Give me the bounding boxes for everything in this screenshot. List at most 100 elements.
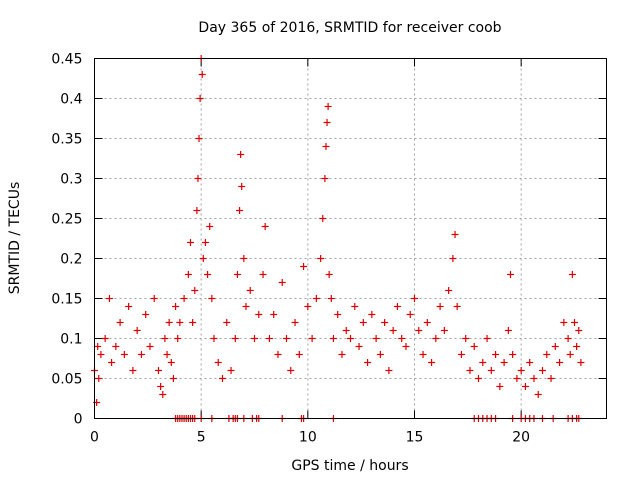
- data-point: [568, 271, 576, 278]
- data-point: [342, 327, 350, 334]
- data-point: [137, 351, 145, 358]
- y-tick-label: 0: [74, 412, 83, 428]
- data-point: [223, 319, 231, 326]
- data-point: [351, 303, 359, 310]
- data-point: [283, 335, 290, 342]
- data-point: [324, 103, 332, 110]
- data-point: [440, 327, 448, 334]
- data-point: [573, 343, 581, 350]
- y-tick-label: 0.15: [51, 292, 82, 308]
- data-point: [237, 151, 245, 158]
- data-point: [142, 311, 150, 318]
- data-point: [129, 367, 137, 374]
- data-point: [415, 327, 423, 334]
- data-point: [560, 319, 568, 326]
- data-point: [334, 311, 342, 318]
- data-point: [317, 255, 325, 262]
- x-axis: 0 5 10 15 20: [90, 58, 530, 446]
- data-point: [577, 359, 585, 366]
- y-tick-label: 0.2: [60, 252, 82, 268]
- data-point: [470, 343, 478, 350]
- data-point: [238, 183, 246, 190]
- data-point: [513, 375, 521, 382]
- y-tick-label: 0.45: [51, 52, 82, 68]
- data-point: [428, 359, 436, 366]
- data-point: [278, 279, 286, 286]
- data-point: [242, 303, 250, 310]
- data-point: [500, 359, 508, 366]
- data-point: [364, 359, 372, 366]
- data-point: [231, 335, 239, 342]
- data-point: [453, 303, 461, 310]
- data-point: [322, 143, 330, 150]
- data-point: [208, 295, 216, 302]
- data-point: [372, 335, 380, 342]
- data-point: [436, 303, 444, 310]
- data-point: [196, 95, 204, 102]
- data-point: [255, 311, 263, 318]
- data-point: [359, 319, 367, 326]
- data-point: [483, 335, 491, 342]
- data-point: [251, 335, 258, 342]
- data-point: [479, 359, 487, 366]
- data-point: [167, 359, 175, 366]
- data-point: [157, 383, 165, 390]
- data-point: [176, 319, 184, 326]
- data-point: [195, 135, 203, 142]
- data-point: [133, 327, 141, 334]
- data-point: [287, 367, 295, 374]
- data-point: [507, 271, 514, 278]
- y-tick-label: 0.25: [51, 212, 82, 228]
- data-point: [146, 343, 154, 350]
- x-tick-label: 10: [299, 430, 317, 446]
- data-point: [214, 359, 222, 366]
- data-point: [547, 375, 555, 382]
- data-point: [295, 351, 303, 358]
- data-point: [432, 335, 440, 342]
- data-point: [451, 231, 459, 238]
- y-tick-label: 0.3: [60, 172, 82, 188]
- data-point: [321, 175, 329, 182]
- data-point: [300, 263, 308, 270]
- data-point: [259, 271, 267, 278]
- data-point: [155, 367, 162, 374]
- data-point: [291, 319, 299, 326]
- data-point: [423, 319, 431, 326]
- data-point: [385, 367, 393, 374]
- data-point: [206, 223, 214, 230]
- data-point: [398, 335, 406, 342]
- data-point: [150, 295, 158, 302]
- data-point: [240, 255, 248, 262]
- data-point: [551, 343, 559, 350]
- data-point: [274, 351, 282, 358]
- data-point: [355, 343, 363, 350]
- data-point: [199, 255, 207, 262]
- data-point: [575, 327, 583, 334]
- data-point: [449, 255, 457, 262]
- data-point: [319, 215, 327, 222]
- data-point: [445, 287, 453, 294]
- data-point: [261, 223, 269, 230]
- data-point: [393, 303, 401, 310]
- data-point: [120, 351, 128, 358]
- data-point: [105, 295, 113, 302]
- chart-title: Day 365 of 2016, SRMTID for receiver coo…: [198, 20, 501, 36]
- x-tick-label: 5: [197, 430, 206, 446]
- data-point: [108, 359, 116, 366]
- data-point: [381, 319, 389, 326]
- data-point: [95, 375, 103, 382]
- data-point: [116, 319, 124, 326]
- data-point: [163, 351, 171, 358]
- data-point: [169, 375, 177, 382]
- data-point: [376, 351, 384, 358]
- data-point: [187, 239, 194, 246]
- data-point: [419, 351, 427, 358]
- data-point: [556, 359, 564, 366]
- data-point: [492, 351, 500, 358]
- data-point: [159, 391, 167, 398]
- data-points: [91, 55, 585, 422]
- data-point: [165, 319, 173, 326]
- data-point: [270, 311, 278, 318]
- data-point: [368, 311, 376, 318]
- data-point: [180, 295, 188, 302]
